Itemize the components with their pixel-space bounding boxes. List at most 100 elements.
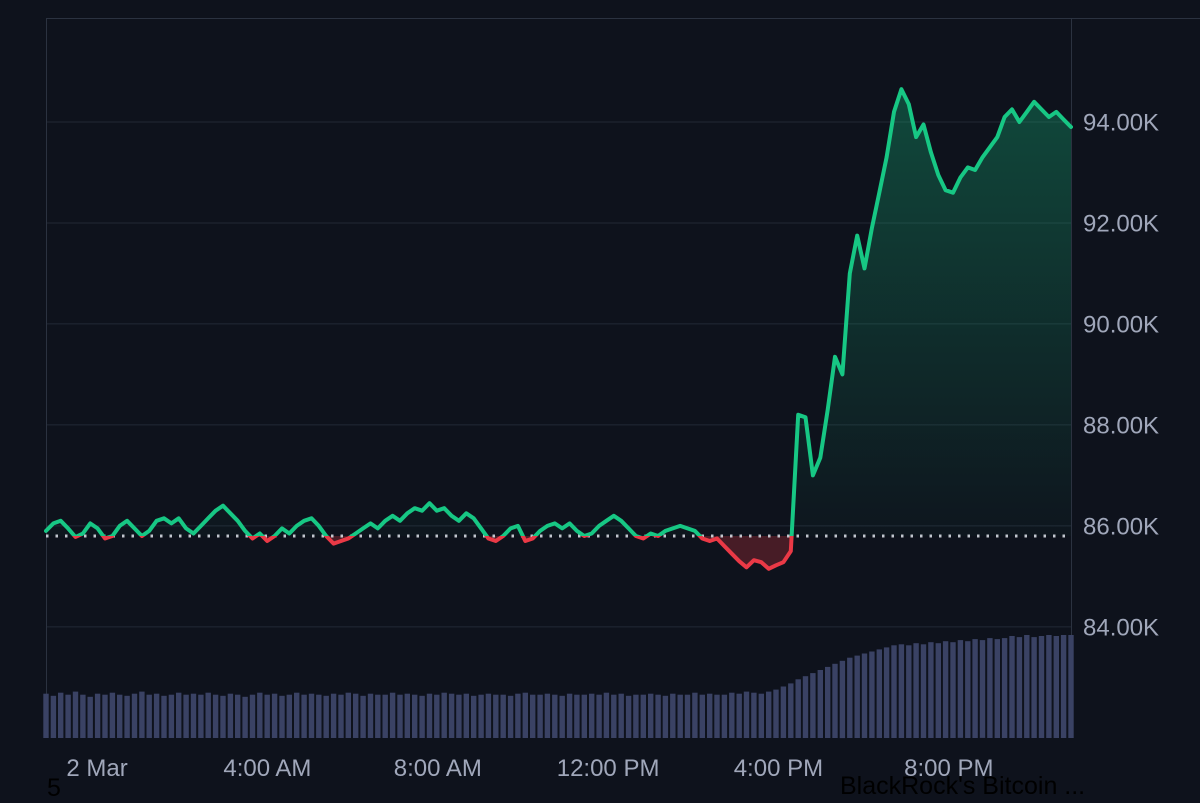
volume-bar bbox=[552, 694, 558, 738]
volume-bar bbox=[581, 694, 587, 738]
volume-bar bbox=[817, 670, 823, 738]
volume-bar bbox=[714, 694, 720, 738]
volume-bar bbox=[345, 692, 351, 738]
volume-bar bbox=[839, 660, 846, 739]
volume-bar bbox=[751, 692, 757, 738]
volume-bar bbox=[271, 693, 278, 738]
volume-bar bbox=[58, 692, 64, 738]
volume-bar bbox=[426, 693, 433, 738]
volume-bar bbox=[419, 695, 425, 738]
volume-bar bbox=[810, 673, 816, 738]
volume-bar bbox=[648, 693, 654, 738]
volume-bar bbox=[869, 651, 875, 738]
volume-bar bbox=[780, 686, 787, 738]
volume-bar bbox=[972, 639, 978, 738]
volume-bar bbox=[979, 640, 986, 738]
volume-bar bbox=[1038, 636, 1045, 738]
price-area-up bbox=[46, 89, 1071, 536]
volume-bar bbox=[684, 694, 691, 738]
volume-bar bbox=[766, 691, 772, 738]
volume-bar bbox=[249, 694, 256, 738]
volume-bar bbox=[375, 694, 381, 738]
volume-bar bbox=[994, 639, 1000, 738]
volume-bar bbox=[301, 694, 307, 738]
volume-bar bbox=[721, 694, 728, 738]
volume-bar bbox=[633, 694, 639, 738]
volume-bar bbox=[176, 692, 182, 738]
volume-bar bbox=[168, 694, 175, 738]
volume-bar bbox=[161, 695, 167, 738]
volume-bar bbox=[987, 638, 993, 738]
volume-bar bbox=[707, 693, 713, 738]
volume-bar bbox=[72, 691, 79, 738]
volume-bar bbox=[965, 641, 971, 738]
volume-bar bbox=[603, 692, 610, 738]
volume-bar bbox=[743, 691, 750, 738]
volume-bar bbox=[109, 692, 116, 738]
news-ticker-link[interactable]: BlackRock's Bitcoin ... bbox=[840, 772, 1086, 800]
x-axis-tick-label: 4:00 PM bbox=[734, 755, 823, 782]
volume-bar bbox=[330, 693, 337, 738]
volume-bar bbox=[205, 692, 211, 738]
volume-bar bbox=[338, 694, 344, 738]
x-axis[interactable]: 2 Mar 4:00 AM 8:00 AM 12:00 PM 4:00 PM 8:00 P… bbox=[66, 755, 993, 782]
volume-bar bbox=[434, 694, 440, 738]
volume-bar bbox=[471, 695, 477, 738]
volume-bar bbox=[544, 693, 551, 738]
volume-bar bbox=[618, 693, 624, 738]
y-axis-tick-label: 90.00K bbox=[1083, 311, 1159, 338]
volume-bar bbox=[1016, 637, 1023, 738]
volume-bar bbox=[861, 653, 868, 738]
volume-bar bbox=[308, 693, 315, 738]
price-line-up bbox=[44, 87, 1073, 536]
volume-bar bbox=[802, 676, 809, 738]
volume-bar bbox=[227, 693, 234, 738]
volume-bar bbox=[146, 694, 152, 738]
y-axis-tick-label: 92.00K bbox=[1083, 211, 1159, 238]
volume-bar bbox=[1046, 635, 1052, 738]
volume-bar bbox=[640, 694, 646, 738]
volume-bar bbox=[441, 692, 447, 738]
volume-bar bbox=[198, 694, 204, 738]
volume-bar bbox=[493, 694, 499, 738]
volume-bar bbox=[906, 645, 912, 738]
volume-bar bbox=[795, 679, 801, 738]
volume-bar bbox=[1068, 635, 1074, 738]
volume-bar bbox=[294, 692, 300, 738]
volume-bar bbox=[699, 694, 705, 738]
volume-bar bbox=[692, 692, 698, 738]
volume-bar bbox=[43, 693, 49, 738]
volume-bar bbox=[655, 694, 661, 738]
volume-bar bbox=[670, 693, 676, 738]
volume-bar bbox=[876, 649, 882, 738]
volume-bar bbox=[832, 663, 838, 738]
volume-bar bbox=[522, 692, 528, 738]
volume-bar bbox=[102, 694, 108, 738]
volume-bar bbox=[264, 694, 270, 738]
y-axis-tick-label: 86.00K bbox=[1083, 513, 1159, 540]
volume-bar bbox=[190, 693, 197, 738]
volume-bar bbox=[485, 693, 492, 738]
volume-bar bbox=[212, 694, 219, 738]
volume-bar bbox=[478, 694, 484, 738]
volume-bar bbox=[736, 693, 742, 738]
volume-bar bbox=[360, 695, 366, 738]
volume-bar bbox=[1031, 637, 1037, 738]
volume-bar bbox=[515, 693, 521, 738]
volume-bar bbox=[220, 695, 226, 738]
volume-bar bbox=[80, 694, 86, 738]
volume-bar bbox=[382, 694, 388, 738]
x-axis-tick-label: 12:00 PM bbox=[557, 755, 660, 782]
volume-bars bbox=[43, 635, 1074, 739]
y-axis[interactable]: 94.00K 92.00K 90.00K 88.00K 86.00K 84.00K bbox=[1083, 110, 1159, 642]
volume-bar bbox=[323, 695, 329, 738]
volume-bar bbox=[913, 643, 919, 738]
footer-left-text: 5 bbox=[47, 774, 61, 802]
volume-bar bbox=[662, 695, 669, 738]
volume-bar bbox=[854, 655, 860, 738]
volume-bar bbox=[825, 666, 831, 738]
volume-bar bbox=[574, 694, 580, 738]
volume-bar bbox=[566, 693, 573, 738]
